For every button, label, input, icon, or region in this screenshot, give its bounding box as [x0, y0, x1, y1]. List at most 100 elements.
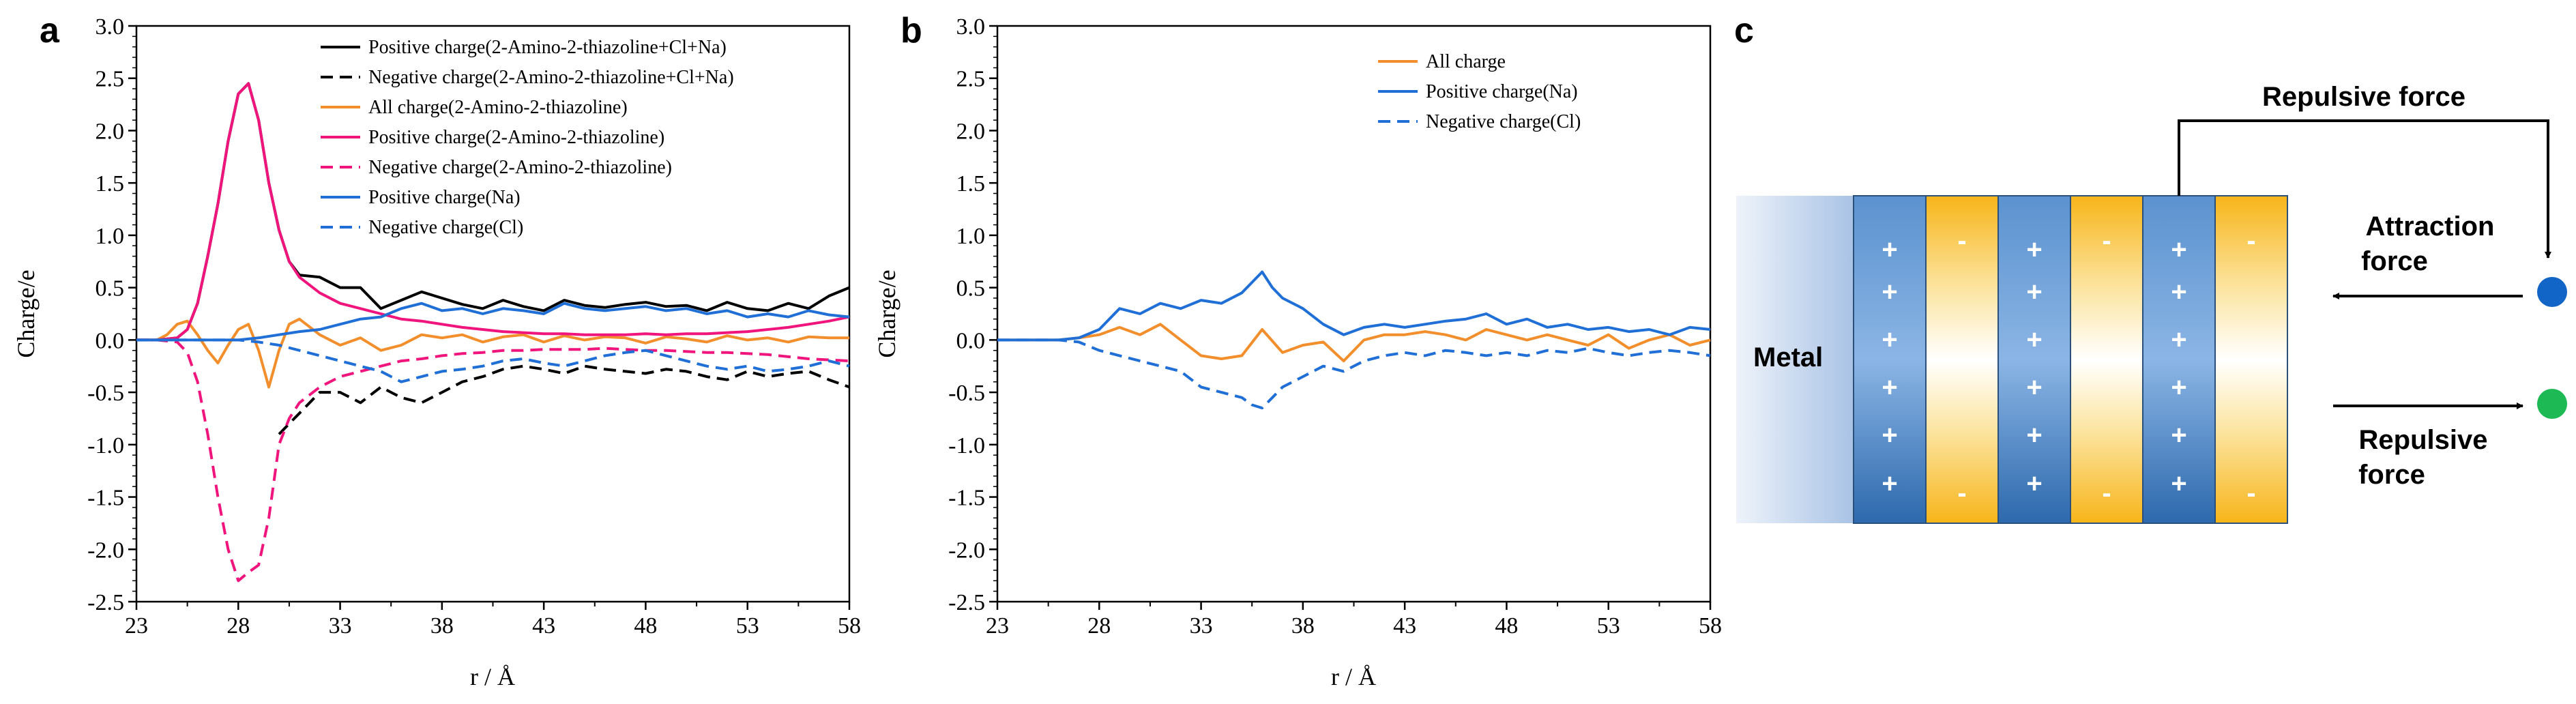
plus-sign: +	[2171, 277, 2186, 307]
chart-a-xtick-label: 38	[430, 613, 454, 639]
plus-sign: +	[2171, 325, 2186, 355]
chart-b-xtick-label: 58	[1699, 613, 1722, 639]
repulsive-top-arrow	[2178, 119, 2551, 259]
chart-a-ylabel: Charge/e	[12, 269, 40, 357]
minus-sign: -	[2246, 226, 2255, 256]
chart-b-ytick-label: 0.5	[956, 276, 986, 302]
chart-a-series-2	[136, 317, 849, 389]
chart-a-axes: 23 28 33 38 43 48 53 58 -2.5 -2.0 -1.5 -1.0 -0.5 0.0 0…	[87, 14, 861, 639]
chart-a-legend-label: Negative charge(2-Amino-2-thiazoline)	[368, 157, 672, 178]
chart-a-xtick-label: 33	[329, 613, 352, 639]
chart-b-frame	[996, 25, 1712, 603]
chart-b-ytick-label: 1.0	[956, 224, 986, 249]
repulsive-label-line1: Repulsive	[2359, 425, 2488, 455]
chart-a-ytick-label: -0.5	[87, 381, 124, 406]
plus-sign: +	[2026, 277, 2042, 307]
chart-b-series-2	[997, 338, 1711, 410]
minus-sign: -	[1957, 478, 1966, 508]
positive-layer-1	[1853, 195, 1927, 524]
layer-stack	[1853, 195, 2288, 524]
plus-signs: + + + + + + + + + + + + + + + + + +	[1882, 235, 2186, 499]
minus-sign: -	[1957, 226, 1966, 256]
chart-b-series	[997, 270, 1711, 410]
chart-b-xtick-label: 33	[1190, 613, 1213, 639]
plus-sign: +	[1882, 420, 1897, 450]
plus-sign: +	[2026, 325, 2042, 355]
chart-a-ytick-label: 2.5	[96, 67, 125, 92]
repulsive-top-label: Repulsive force	[2262, 82, 2465, 112]
metal-label: Metal	[1753, 342, 1823, 372]
chart-b-axes: 23 28 33 38 43 48 53 58 -2.5 -2.0 -1.5 -1.0 -0.5 0.0 0…	[948, 14, 1722, 639]
chart-b-ytick-label: -2.0	[948, 538, 985, 563]
chart-a-ytick-label: 1.0	[96, 224, 125, 249]
chart-b-xtick-label: 53	[1597, 613, 1620, 639]
panel-label-a: a	[40, 11, 60, 50]
chart-b-xtick-label: 28	[1087, 613, 1111, 639]
chart-b-ytick-label: -1.5	[948, 486, 985, 511]
chart-a-legend-label: Negative charge(Cl)	[368, 217, 523, 238]
plus-sign: +	[1882, 235, 1897, 265]
chart-b-ytick-label: 3.0	[956, 14, 986, 40]
chart-a-xtick-label: 23	[125, 613, 148, 639]
chart-b-ylabel: Charge/e	[873, 269, 901, 357]
chart-b-ytick-label: 0.0	[956, 328, 986, 353]
negative-layer-3	[2214, 195, 2288, 524]
chart-a-ytick-label: 3.0	[96, 14, 125, 40]
repulsive-label-line2: force	[2358, 460, 2425, 490]
chart-a-legend-label: Positive charge(2-Amino-2-thiazoline+Cl+…	[368, 37, 727, 58]
minus-sign: -	[2102, 226, 2111, 256]
chart-a-ytick-label: -1.0	[87, 433, 124, 458]
chart-a-ytick-label: -1.5	[87, 486, 124, 511]
panel-label-c: c	[1734, 11, 1754, 50]
chart-a-series	[136, 82, 850, 583]
chart-a-ytick-label: 0.0	[96, 328, 125, 353]
attraction-label-line2: force	[2361, 246, 2428, 276]
chart-a-xtick-label: 53	[736, 613, 759, 639]
chart-a-legend-label: All charge(2-Amino-2-thiazoline)	[368, 97, 628, 118]
plus-sign: +	[1882, 469, 1897, 499]
panel-label-b: b	[901, 11, 922, 50]
plus-sign: +	[2026, 469, 2042, 499]
na-ion-ball	[2537, 277, 2567, 307]
plus-sign: +	[2026, 420, 2042, 450]
double-layer-diagram: Metal + + + + + + + + + + + + + + + + + + - - - - - - Repulsiv…	[1736, 82, 2567, 524]
chart-b-series-1	[997, 270, 1711, 342]
positive-layer-2	[1997, 195, 2071, 524]
chart-a-legend-label: Negative charge(2-Amino-2-thiazoline+Cl+…	[368, 67, 734, 88]
chart-a-series-0	[136, 82, 850, 342]
chart-a-ytick-label: 1.5	[96, 171, 125, 196]
chart-a-series-6	[136, 338, 850, 383]
chart-b-legend: All charge Positive charge(Na) Negative ch…	[1378, 51, 1581, 132]
positive-layer-3	[2142, 195, 2216, 524]
chart-a-xtick-label: 43	[532, 613, 555, 639]
chart-a-ytick-label: 0.5	[96, 276, 125, 302]
plus-sign: +	[2026, 372, 2042, 402]
chart-a-legend: Positive charge(2-Amino-2-thiazoline+Cl+…	[321, 37, 734, 238]
chart-b-xtick-label: 43	[1393, 613, 1416, 639]
chart-a-ytick-label: -2.0	[87, 538, 124, 563]
chart-b-xtick-label: 48	[1495, 613, 1518, 639]
chart-b-legend-label: Positive charge(Na)	[1426, 81, 1578, 102]
chart-b-ytick-label: 2.0	[956, 119, 986, 144]
chart-b-xlabel: r / Å	[1331, 663, 1376, 690]
chart-a-series-5	[136, 302, 850, 342]
chart-b-legend-label: All charge	[1426, 51, 1506, 72]
attraction-label-line1: Attraction	[2366, 211, 2495, 241]
chart-b-xtick-label: 38	[1291, 613, 1315, 639]
chart-a-series-4	[136, 338, 850, 583]
chart-b-ytick-label: -0.5	[948, 381, 985, 406]
chart-b-legend-label: Negative charge(Cl)	[1426, 111, 1581, 132]
plus-sign: +	[2171, 469, 2186, 499]
chart-a-legend-label: Positive charge(2-Amino-2-thiazoline)	[368, 127, 664, 148]
chart-b-ytick-label: -1.0	[948, 433, 985, 458]
chart-b: 23 28 33 38 43 48 53 58 -2.5 -2.0 -1.5 -1.0 -0.5 0.0 0…	[873, 14, 1722, 690]
plus-sign: +	[1882, 325, 1897, 355]
cl-ion-ball	[2537, 389, 2567, 419]
plus-sign: +	[2171, 235, 2186, 265]
plus-sign: +	[2171, 372, 2186, 402]
minus-signs: - - - - - -	[1957, 226, 2255, 508]
chart-a-xlabel: r / Å	[470, 663, 515, 690]
chart-a-ytick-label: 2.0	[96, 119, 125, 144]
negative-layer-1	[1925, 195, 1999, 524]
